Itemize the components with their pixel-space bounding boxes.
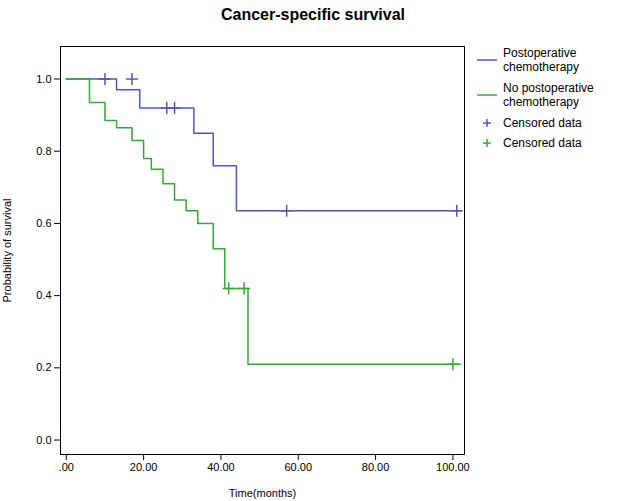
- svg-text:1.0: 1.0: [36, 73, 51, 85]
- svg-text:60.00: 60.00: [284, 461, 312, 473]
- svg-text:Probability of survival: Probability of survival: [1, 199, 13, 303]
- html-text:Cancer-specific survival: Cancer-specific survival: [221, 6, 405, 23]
- svg-text:0.6: 0.6: [36, 217, 51, 229]
- svg-text:80.00: 80.00: [362, 461, 390, 473]
- svg-text:Time(months): Time(months): [229, 487, 296, 499]
- svg-text:0.0: 0.0: [36, 434, 51, 446]
- html-text:No postoperative chemotherapy: No postoperative chemotherapy: [503, 80, 594, 110]
- html-text:Censored data: Censored data: [503, 136, 582, 150]
- html-text:Postoperative chemotherapy: Postoperative chemotherapy: [503, 46, 579, 75]
- svg-text:40.00: 40.00: [207, 461, 235, 473]
- html-text:Censored data: Censored data: [503, 115, 582, 130]
- svg-text:0.4: 0.4: [36, 289, 51, 301]
- svg-text:20.00: 20.00: [130, 461, 158, 473]
- svg-text:100.00: 100.00: [436, 461, 470, 473]
- svg-text:0.8: 0.8: [36, 145, 51, 157]
- svg-text:0.2: 0.2: [36, 361, 51, 373]
- svg-text:.00: .00: [59, 461, 74, 473]
